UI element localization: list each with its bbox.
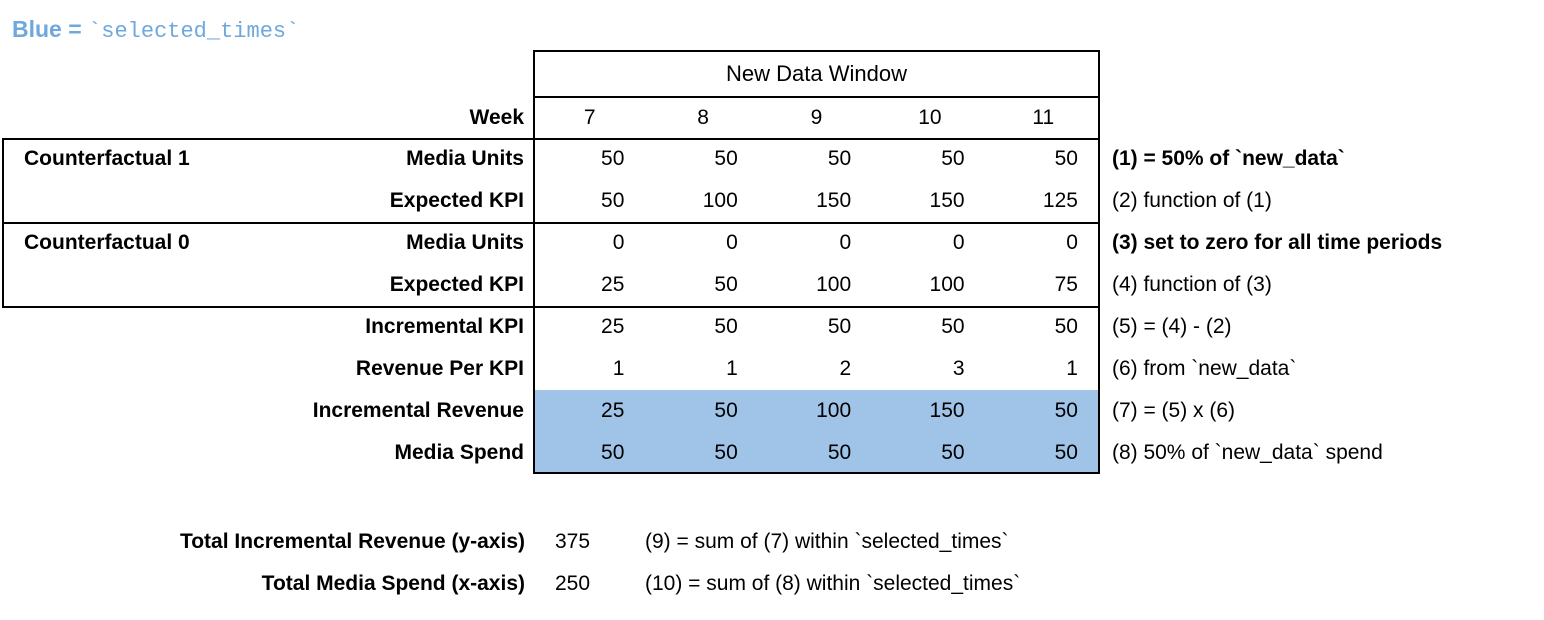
counterfactual-0-label: Counterfactual 0: [24, 231, 190, 254]
table-rows: Media Units 50 50 50 50 50 (1) = 50% of …: [0, 138, 1544, 474]
cell-value: 50: [714, 441, 738, 464]
table-row: Incremental KPI 25 50 50 50 50 (5) = (4)…: [0, 306, 1544, 348]
cell-value: 50: [714, 315, 738, 338]
cell-value: 0: [1066, 231, 1078, 254]
cell-value: 50: [1054, 441, 1078, 464]
cell-value: 125: [1042, 189, 1078, 212]
cell-value: 25: [601, 399, 625, 422]
table-row: Expected KPI 50 100 150 150 125 (2) func…: [0, 180, 1544, 222]
cell-value: 0: [952, 231, 965, 254]
legend: Blue = `selected_times`: [12, 16, 299, 44]
cell-value: 1: [612, 357, 625, 380]
row-annotation: (4) function of (3): [1111, 273, 1272, 296]
cell-value: 50: [1054, 315, 1078, 338]
row-annotation: (8) 50% of `new_data` spend: [1111, 441, 1383, 464]
cell-value: 0: [612, 231, 625, 254]
cell-value: 50: [827, 441, 852, 464]
cell-value: 150: [816, 189, 852, 212]
row-label: Incremental KPI: [365, 315, 524, 338]
cell-value: 25: [601, 315, 625, 338]
cell-value: 1: [726, 357, 738, 380]
legend-code-selected-times: `selected_times`: [88, 19, 300, 44]
total-label: Total Media Spend (x-axis): [261, 572, 525, 595]
cell-value: 50: [827, 315, 852, 338]
cell-value: 50: [601, 147, 625, 170]
legend-prefix: Blue =: [12, 16, 89, 42]
table-row-highlighted: Incremental Revenue 25 50 100 150 50 (7)…: [0, 390, 1544, 432]
row-annotation: (6) from `new_data`: [1111, 357, 1297, 380]
row-label: Incremental Revenue: [312, 399, 524, 422]
cell-value: 50: [1054, 399, 1078, 422]
cell-value: 50: [601, 441, 625, 464]
week-label: Week: [469, 106, 524, 129]
cell-value: 25: [601, 273, 625, 296]
cell-value: 2: [839, 357, 852, 380]
row-label: Media Units: [406, 231, 524, 254]
week-number: 9: [810, 106, 823, 129]
selected-times-highlight: [535, 390, 1098, 472]
cell-value: 50: [941, 441, 965, 464]
total-value: 375: [555, 530, 591, 553]
cell-value: 50: [601, 189, 625, 212]
counterfactual-1-label: Counterfactual 1: [24, 147, 190, 170]
row-annotation: (3) set to zero for all time periods: [1111, 231, 1443, 254]
cell-value: 50: [827, 147, 852, 170]
week-number: 8: [697, 106, 709, 129]
total-annotation: (9) = sum of (7) within `selected_times`: [645, 530, 1009, 553]
cell-value: 150: [929, 399, 965, 422]
total-row: Total Incremental Revenue (y-axis) 375 (…: [0, 521, 1544, 563]
row-label: Media Units: [406, 147, 524, 170]
total-annotation: (10) = sum of (8) within `selected_times…: [645, 572, 1021, 595]
cell-value: 50: [941, 315, 965, 338]
row-annotation: (1) = 50% of `new_data`: [1111, 147, 1345, 170]
week-row: Week 7 8 9 10 11: [0, 98, 1544, 138]
row-label: Revenue Per KPI: [355, 357, 524, 380]
cell-value: 50: [714, 273, 738, 296]
table-row-highlighted: Media Spend 50 50 50 50 50 (8) 50% of `n…: [0, 432, 1544, 474]
cell-value: 50: [1054, 147, 1078, 170]
row-label: Expected KPI: [389, 189, 524, 212]
total-row: Total Media Spend (x-axis) 250 (10) = su…: [0, 563, 1544, 605]
total-label: Total Incremental Revenue (y-axis): [179, 530, 525, 553]
row-label: Expected KPI: [389, 273, 524, 296]
cell-value: 1: [1066, 357, 1078, 380]
week-number: 7: [583, 106, 596, 129]
new-data-window-label: New Data Window: [726, 61, 907, 86]
cell-value: 100: [929, 273, 965, 296]
table-row: Revenue Per KPI 1 1 2 3 1 (6) from `new_…: [0, 348, 1544, 390]
row-label: Media Spend: [394, 441, 524, 464]
cell-value: 0: [839, 231, 852, 254]
cell-value: 50: [714, 399, 738, 422]
cell-value: 100: [816, 273, 852, 296]
cell-value: 100: [816, 399, 852, 422]
counterfactual-0-box: [2, 222, 1100, 308]
cell-value: 150: [929, 189, 965, 212]
total-value: 250: [555, 572, 591, 595]
cell-value: 50: [714, 147, 738, 170]
table-row: Expected KPI 25 50 100 100 75 (4) functi…: [0, 264, 1544, 306]
cell-value: 50: [941, 147, 965, 170]
row-annotation: (7) = (5) x (6): [1111, 399, 1236, 422]
cell-value: 3: [952, 357, 965, 380]
table-row: Media Units 0 0 0 0 0 (3) set to zero fo…: [0, 222, 1544, 264]
new-data-window-header: New Data Window: [533, 50, 1100, 98]
totals-section: Total Incremental Revenue (y-axis) 375 (…: [0, 521, 1544, 605]
table-row: Media Units 50 50 50 50 50 (1) = 50% of …: [0, 138, 1544, 180]
row-annotation: (5) = (4) - (2): [1111, 315, 1232, 338]
cell-value: 75: [1054, 273, 1078, 296]
week-number: 11: [1032, 106, 1055, 129]
row-annotation: (2) function of (1): [1111, 189, 1272, 212]
cell-value: 100: [702, 189, 738, 212]
cell-value: 0: [726, 231, 738, 254]
week-number: 10: [918, 106, 942, 129]
